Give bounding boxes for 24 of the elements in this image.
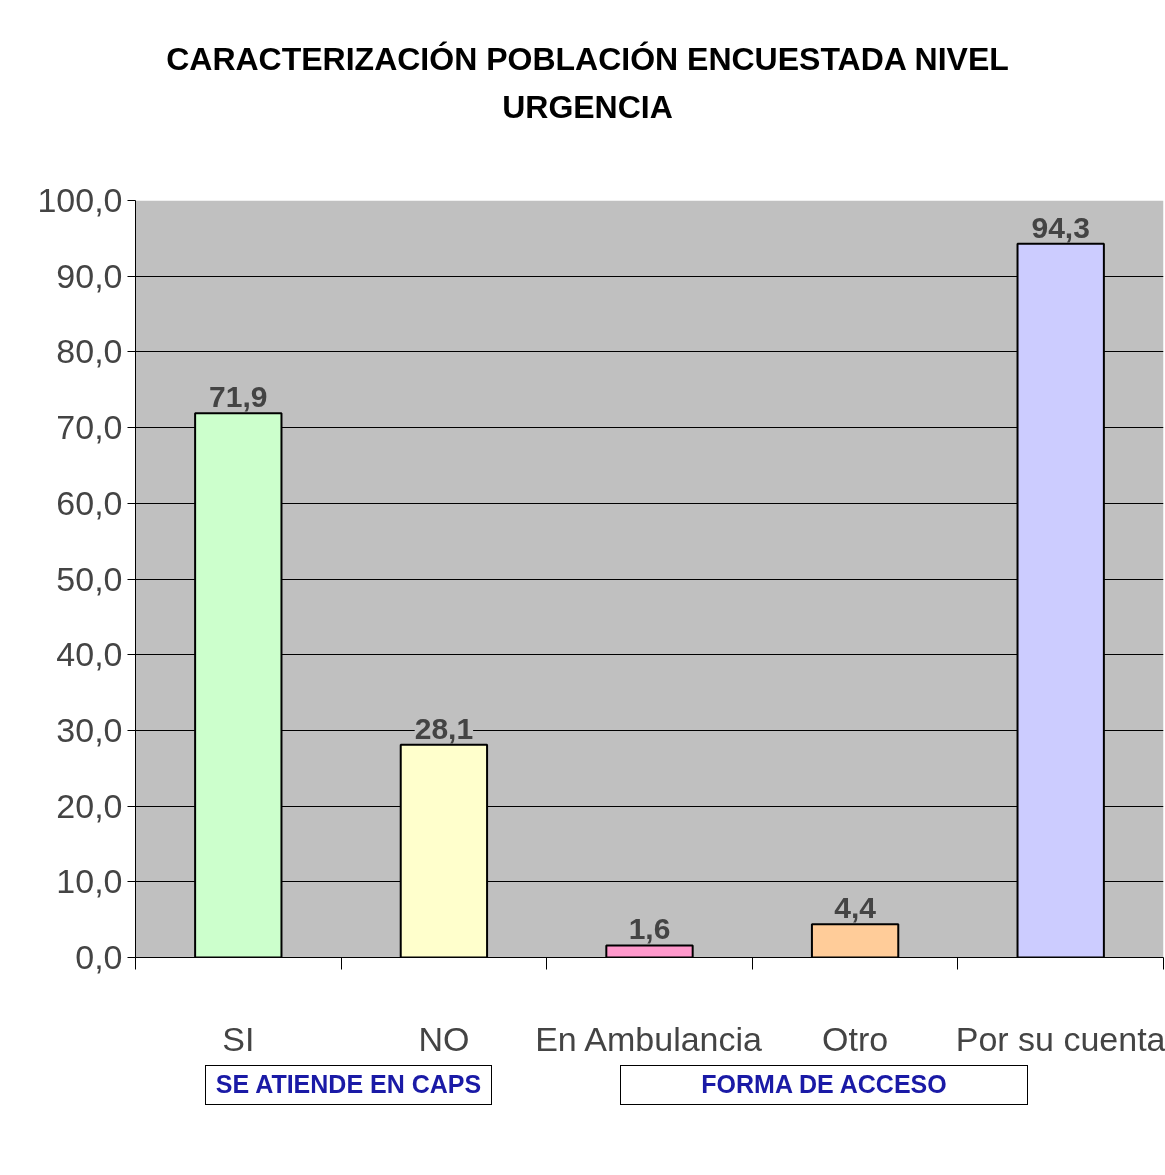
y-tick-label: 90,0 (56, 256, 123, 295)
x-tick-label: Otro (822, 1019, 889, 1058)
data-label: 1,6 (628, 912, 671, 946)
text: SE ATIENDE EN CAPS (215, 1069, 482, 1100)
y-tick-label: 60,0 (56, 483, 123, 522)
y-tick-label: 100,0 (37, 181, 123, 219)
y-tick-label: 0,0 (75, 938, 123, 976)
y-tick-label: 50,0 (56, 559, 123, 598)
y-tick-label: 40,0 (56, 635, 123, 674)
x-tick-label: NO (418, 1019, 470, 1058)
data-label: 28,1 (414, 711, 474, 745)
y-tick-label: 70,0 (56, 408, 123, 447)
data-label: 94,3 (1031, 210, 1090, 244)
data-label: 71,9 (209, 380, 268, 414)
y-tick-label: 80,0 (56, 332, 123, 371)
chart-title: CARACTERIZACIÓN POBLACIÓN ENCUESTADA NIVEL URGENCIA (165, 40, 1010, 127)
y-tick-label: 30,0 (56, 710, 123, 749)
y-tick-label: 10,0 (56, 862, 123, 901)
text: FORMA DE ACCESO (701, 1069, 947, 1100)
y-tick-label: 20,0 (56, 786, 123, 825)
data-label: 4,4 (834, 891, 877, 925)
x-tick-label: En Ambulancia (535, 1019, 763, 1058)
x-tick-label: Por su cuenta (955, 1019, 1165, 1058)
x-tick-label: SI (222, 1019, 255, 1058)
